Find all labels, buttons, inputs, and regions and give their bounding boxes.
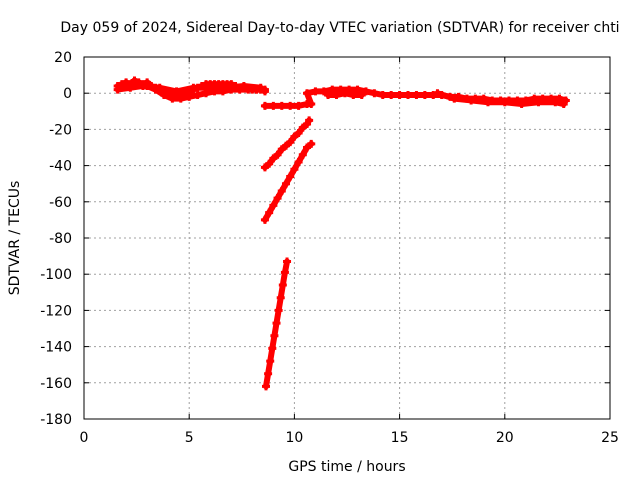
x-tick-label: 10 [285, 430, 303, 446]
data-point [559, 100, 568, 109]
x-tick-label: 5 [185, 430, 194, 446]
data-series [260, 85, 570, 110]
data-point [357, 91, 366, 100]
data-point [305, 116, 314, 125]
y-tick-label: -80 [49, 231, 72, 247]
data-point [307, 139, 316, 148]
y-axis-label: SDTVAR / TECUs [7, 181, 23, 296]
data-series [261, 257, 292, 391]
data-point [256, 83, 265, 92]
x-tick-label: 25 [601, 430, 619, 446]
y-tick-label: 0 [63, 86, 72, 102]
y-tick-label: -180 [40, 412, 72, 428]
y-tick-label: 20 [54, 50, 72, 66]
data-points [113, 76, 570, 391]
y-tick-label: -60 [49, 195, 72, 211]
axis-ticks: 0 5 10 15 20 25 20 0 -20 -40 -60 -80 -100 -120 -140 -16… [40, 50, 619, 446]
plot-frame [83, 56, 611, 420]
y-tick-label: -120 [40, 303, 72, 319]
y-tick-label: -140 [40, 340, 72, 356]
x-tick-label: 15 [391, 430, 409, 446]
y-tick-label: -40 [49, 159, 72, 175]
y-tick-label: -160 [40, 376, 72, 392]
chart-title: Day 059 of 2024, Sidereal Day-to-day VTE… [60, 20, 619, 36]
data-point [283, 257, 292, 266]
grid [84, 57, 610, 419]
y-tick-label: -20 [49, 122, 72, 138]
x-axis-label: GPS time / hours [288, 459, 405, 475]
x-tick-label: 0 [80, 430, 89, 446]
data-series [260, 139, 316, 224]
data-series [260, 116, 314, 172]
y-tick-label: -100 [40, 267, 72, 283]
data-series [113, 76, 269, 103]
x-tick-label: 20 [496, 430, 514, 446]
